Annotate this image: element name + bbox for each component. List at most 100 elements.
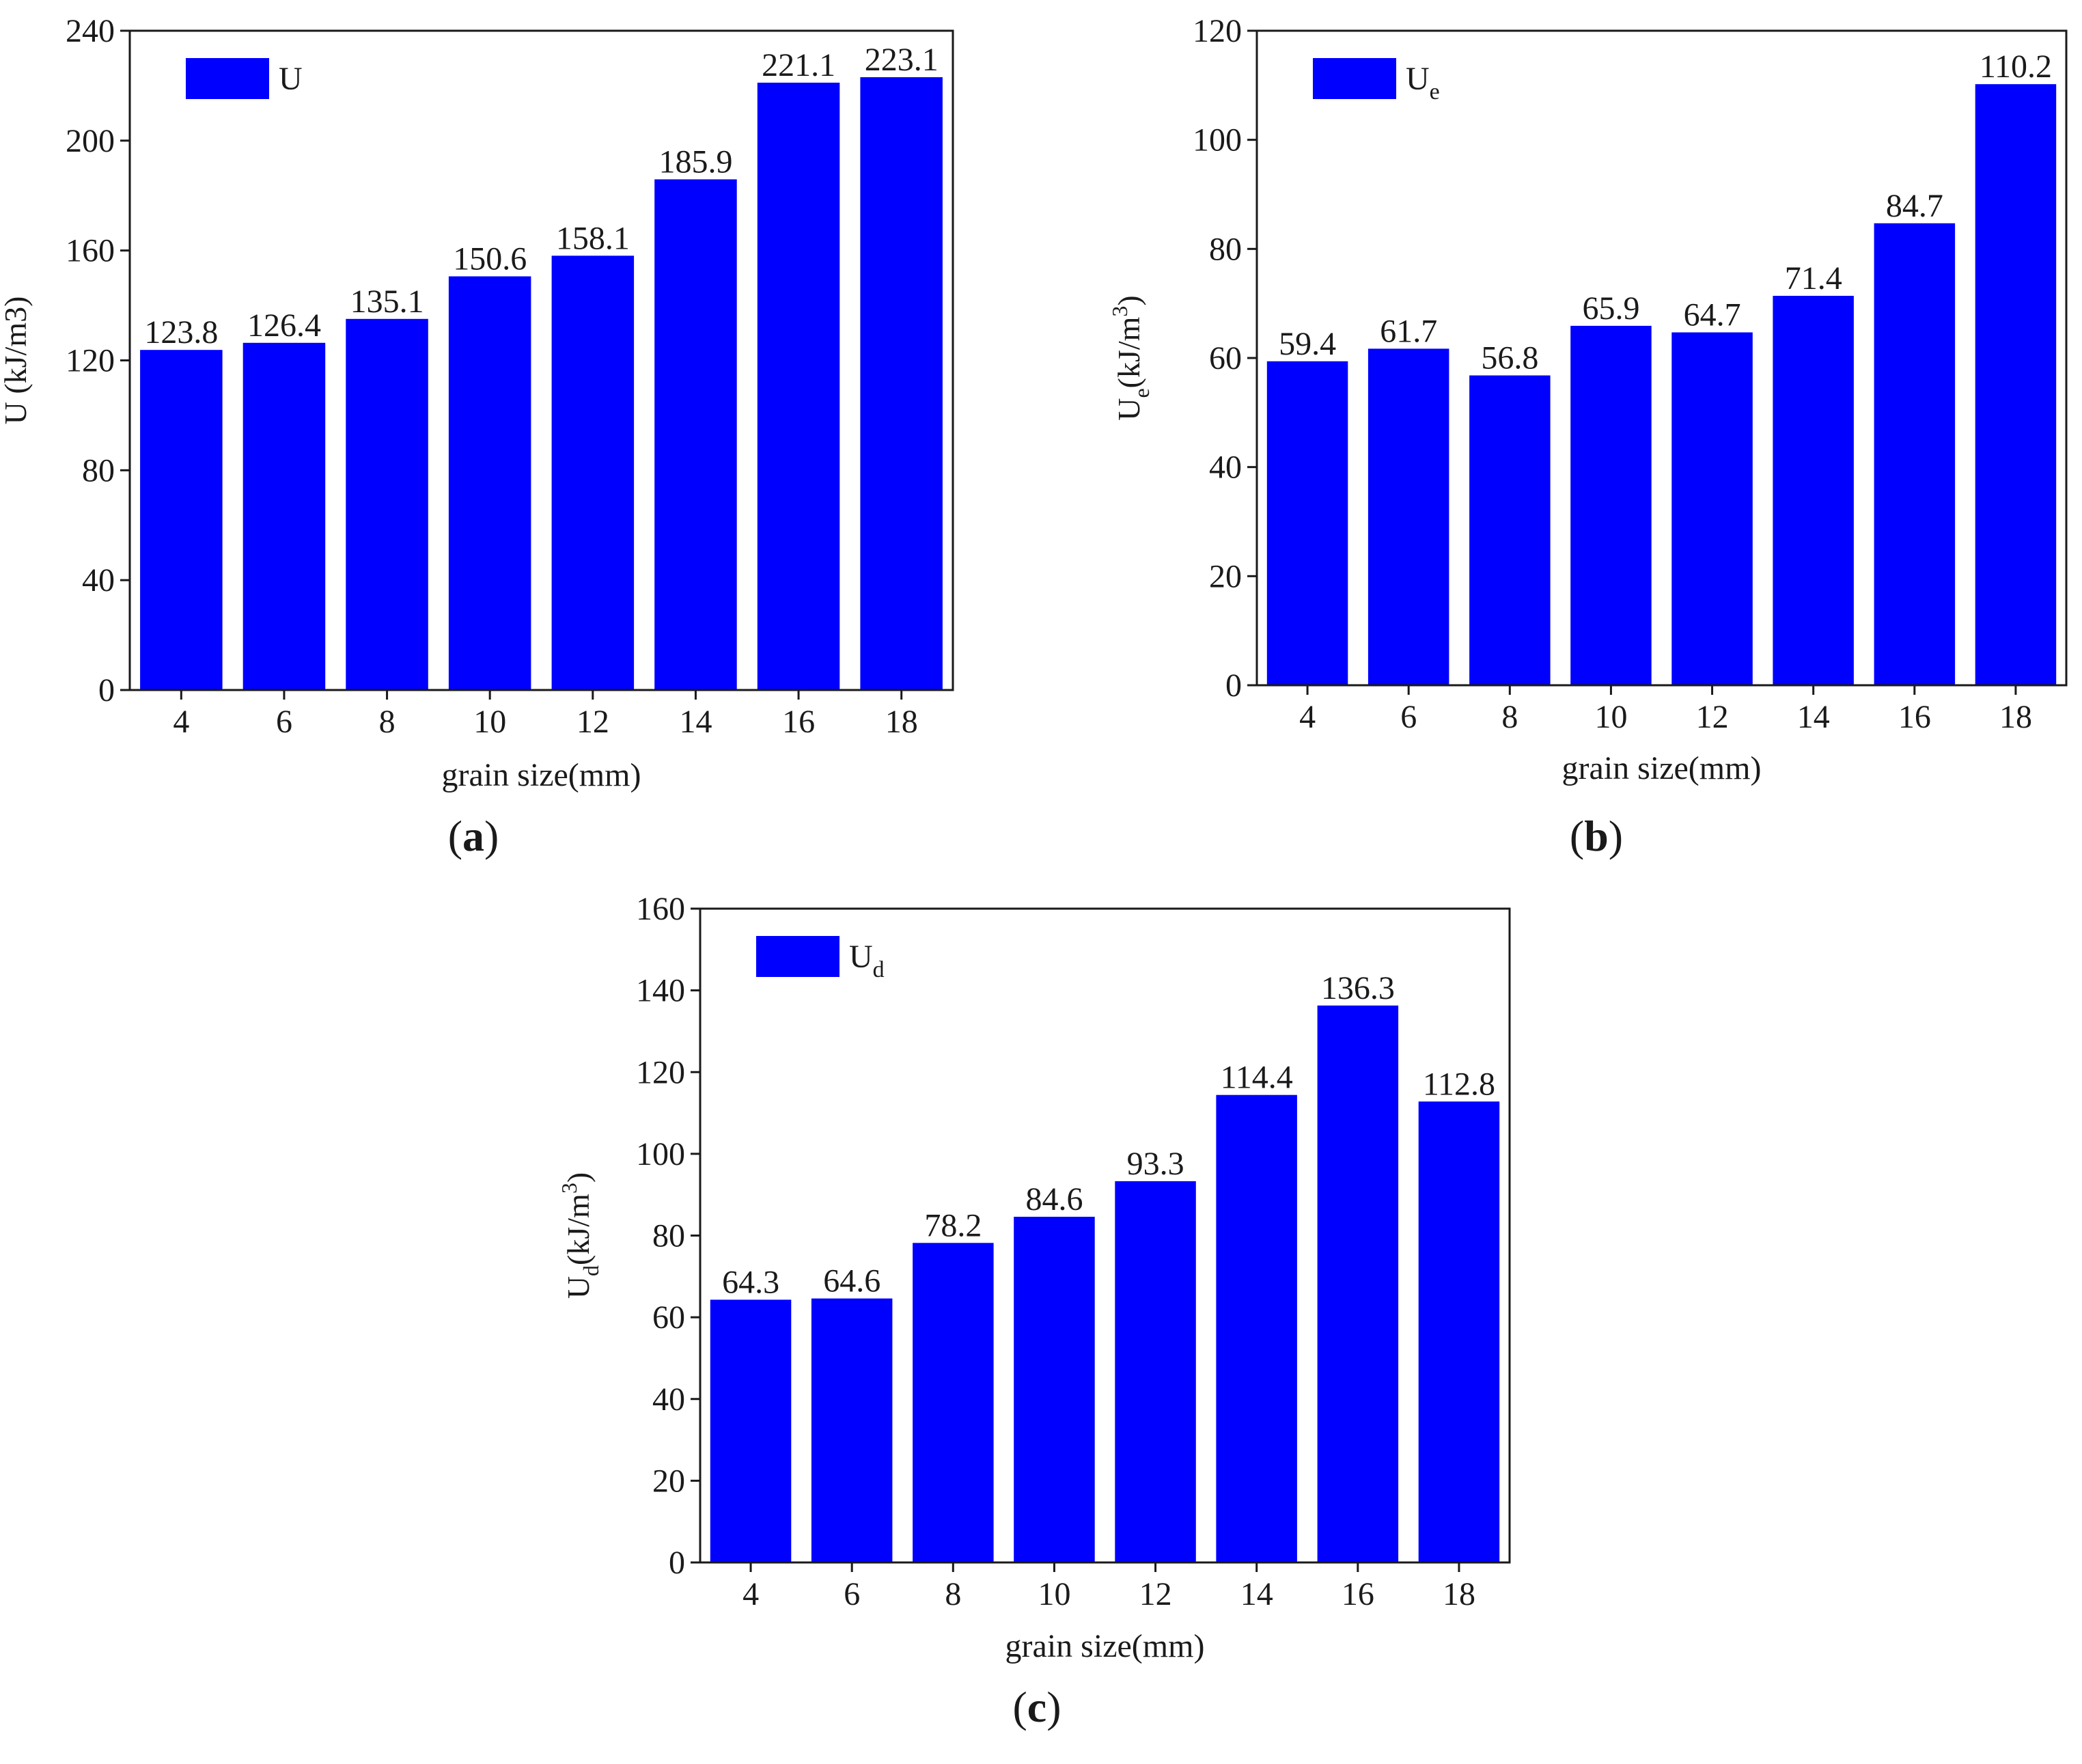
y-axis-label-superscript: 3 [557,1183,581,1194]
x-tick-label: 14 [1797,699,1830,735]
y-tick-label: 120 [636,1054,685,1090]
bar-10 [1014,1217,1095,1562]
panel-label-close: ) [1046,1683,1061,1731]
x-tick-label: 8 [1501,699,1518,735]
x-axis-label: grain size(mm) [1005,1628,1205,1664]
y-tick-label: 160 [636,891,685,927]
bar-12 [1115,1181,1196,1562]
bar-4 [140,350,223,690]
y-tick-label: 60 [1209,340,1242,376]
chart-panel-c: 0 20 40 60 80 100 120 140 160 4 6 8 10 12 14 16 18 64.3 64… [557,891,1511,1731]
x-tick-label: 12 [1696,699,1729,735]
y-tick-label: 160 [66,233,115,269]
bar-4 [710,1299,792,1562]
data-label: 110.2 [1980,49,2052,85]
x-tick-label: 8 [379,704,395,740]
bar-18 [860,77,943,690]
bar-10 [1570,325,1652,685]
y-axis-label: Ud(kJ/m3) [557,1172,603,1299]
data-label: 71.4 [1785,260,1842,297]
panel-label-letter: c [1027,1683,1046,1731]
x-tick-label: 16 [1898,699,1931,735]
data-label: 158.1 [556,220,630,256]
bar-16 [1317,1005,1399,1562]
bar-14 [654,179,737,690]
data-label: 114.4 [1221,1060,1293,1096]
y-axis-label-subscript: e [1129,388,1154,398]
x-tick-label: 6 [1400,699,1417,735]
panel-label: (b) [1570,812,1623,860]
panel-label-letter: a [462,812,484,860]
y-tick-label: 80 [1209,231,1242,267]
x-tick-label: 12 [1139,1576,1172,1612]
data-label: 221.1 [762,47,835,83]
data-label: 223.1 [865,42,939,78]
data-label: 126.4 [247,307,321,344]
panel-label-open: ( [1012,1683,1027,1731]
panel-label-open: ( [1570,812,1584,860]
data-label: 56.8 [1481,340,1538,376]
x-tick-label: 16 [1342,1576,1374,1612]
y-tick-label: 40 [82,562,115,598]
y-axis-label-unit: (kJ/m [1111,316,1146,388]
x-tick-label: 12 [577,704,609,740]
bar-16 [1874,223,1956,685]
x-tick-label: 4 [173,704,189,740]
x-tick-label: 18 [1999,699,2032,735]
chart-panel-b: 0 20 40 60 80 100 120 4 6 8 10 12 14 16 18 59.4 61.7 56.8… [1107,13,2068,860]
legend-label: Ue [1406,61,1440,105]
y-tick-label: 60 [652,1299,685,1336]
x-tick-label: 16 [782,704,815,740]
x-tick-label: 10 [1594,699,1627,735]
y-tick-label: 80 [652,1218,685,1254]
bar-16 [757,83,840,690]
panel-label-open: ( [448,812,462,860]
x-tick-label: 18 [885,704,918,740]
bar-8 [1469,375,1551,685]
data-label: 93.3 [1127,1146,1184,1182]
data-label: 123.8 [144,314,218,350]
panel-label: (a) [448,812,499,860]
y-tick-label: 40 [1209,450,1242,486]
bar-4 [1266,361,1348,685]
y-tick-label: 100 [1193,122,1242,159]
bar-10 [448,276,531,690]
data-label: 135.1 [350,284,424,320]
y-axis-label-superscript: 3 [1107,306,1132,317]
panel-label-letter: b [1584,812,1609,860]
x-axis-label: grain size(mm) [1562,750,1762,786]
panel-label-close: ) [1609,812,1623,860]
data-label: 185.9 [658,144,732,180]
data-label: 61.7 [1380,313,1437,349]
x-tick-label: 10 [473,704,506,740]
x-tick-label: 18 [1443,1576,1475,1612]
y-tick-label: 0 [1225,667,1242,704]
y-axis-label-main: U (kJ/m3) [0,297,33,425]
y-axis-label-main: U [561,1276,596,1299]
panel-label-close: ) [484,812,499,860]
panel-label: (c) [1012,1683,1061,1731]
legend-label: Ud [849,939,885,982]
y-tick-label: 120 [1193,13,1242,49]
x-tick-label: 6 [844,1576,860,1612]
bar-14 [1773,296,1854,685]
bar-8 [346,318,428,690]
chart-panel-a: 0 40 80 120 160 200 240 4 6 8 10 12 14 16 18 123.8 126.4… [0,13,954,860]
data-label: 84.6 [1025,1181,1083,1217]
legend-swatch [186,58,269,99]
bar-8 [913,1243,994,1562]
y-axis-label-subscript: d [579,1265,603,1276]
x-tick-label: 6 [276,704,292,740]
data-label: 59.4 [1279,326,1336,362]
y-axis-label: U (kJ/m3) [0,297,33,425]
y-tick-label: 40 [652,1381,685,1418]
legend-swatch [1313,58,1396,99]
data-label: 64.6 [823,1263,880,1299]
x-tick-label: 4 [1299,699,1316,735]
bar-18 [1975,84,2057,685]
y-axis-label-unit: (kJ/m [561,1194,596,1265]
x-tick-label: 4 [742,1576,759,1612]
y-tick-label: 80 [82,452,115,488]
data-label: 64.3 [722,1264,779,1300]
x-tick-label: 8 [945,1576,961,1612]
